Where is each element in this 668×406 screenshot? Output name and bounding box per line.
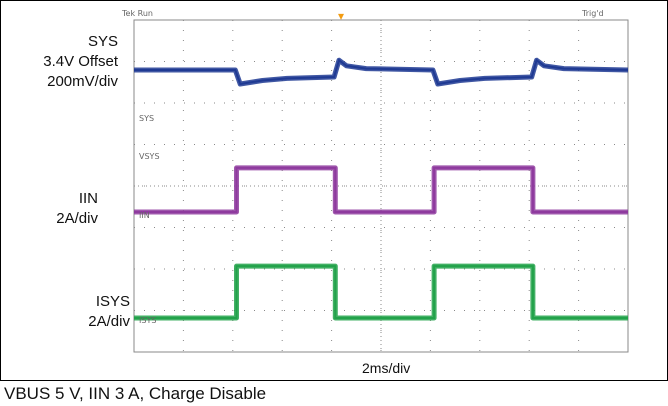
iin-scale: 2A/div (56, 210, 98, 227)
traces (134, 57, 629, 321)
isys-name: ISYS (95, 293, 130, 310)
trace-iin-band (134, 165, 628, 215)
trace-sys (134, 58, 629, 86)
timebase-label: 2ms/div (362, 360, 411, 376)
trigger-marker-icon: ▾ (338, 9, 344, 23)
marker-isys: ISYS (139, 316, 156, 325)
header-status: Tek Run (121, 9, 153, 18)
marker-vsys: VSYS (139, 152, 160, 161)
sys-scale: 200mV/div (47, 73, 118, 90)
sys-offset: 3.4V Offset (43, 53, 118, 70)
oscilloscope-plot: Tek Run Trig'd SYS VSYS IIN ISYS ▾ (121, 9, 629, 353)
iin-name: IIN (78, 190, 98, 207)
isys-label: ISYS 2A/div (8, 292, 130, 332)
graticule (133, 19, 629, 353)
marker-iin: IIN (139, 211, 150, 220)
caption: VBUS 5 V, IIN 3 A, Charge Disable (4, 384, 267, 403)
isys-scale: 2A/div (88, 313, 130, 330)
trace-iin (134, 166, 628, 213)
iin-label: IIN 2A/div (8, 189, 98, 229)
channel-markers: SYS VSYS IIN ISYS (139, 114, 160, 325)
header-trigger-status: Trig'd (581, 9, 604, 18)
sys-name: SYS (87, 33, 118, 50)
trace-isys (134, 265, 628, 319)
sys-label: SYS 3.4V Offset 200mV/div (8, 32, 118, 92)
marker-sys: SYS (139, 114, 154, 123)
